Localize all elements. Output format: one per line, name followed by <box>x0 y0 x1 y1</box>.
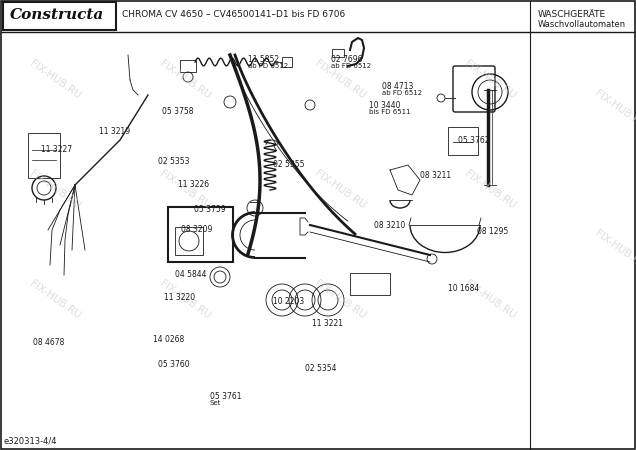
Text: 02 5353: 02 5353 <box>158 158 190 166</box>
Bar <box>350 273 390 295</box>
Text: FIX-HUB.RU: FIX-HUB.RU <box>463 59 517 101</box>
Text: FIX-HUB.RU: FIX-HUB.RU <box>28 59 82 101</box>
Text: FIX-HUB.RU: FIX-HUB.RU <box>313 279 367 321</box>
Text: 11 5852: 11 5852 <box>248 55 279 64</box>
FancyArrowPatch shape <box>273 144 276 151</box>
Text: FIX-HUB.RU: FIX-HUB.RU <box>463 169 517 211</box>
Text: FIX-HUB.RU: FIX-HUB.RU <box>28 279 82 321</box>
Text: 08 3211: 08 3211 <box>420 171 451 180</box>
Text: ab FD 6512: ab FD 6512 <box>331 63 371 69</box>
Bar <box>28 133 60 178</box>
Bar <box>168 207 233 262</box>
Bar <box>175 227 203 255</box>
Text: 11 3221: 11 3221 <box>312 319 343 328</box>
Text: FIX-HUB.RU: FIX-HUB.RU <box>463 279 517 321</box>
Text: FIX-HUB.RU: FIX-HUB.RU <box>593 229 636 271</box>
Text: FIX-HUB.RU: FIX-HUB.RU <box>28 169 82 211</box>
Text: CHROMA CV 4650 – CV46500141–D1 bis FD 6706: CHROMA CV 4650 – CV46500141–D1 bis FD 67… <box>122 10 345 19</box>
Text: 10 1684: 10 1684 <box>448 284 480 293</box>
Text: Waschvollautomaten: Waschvollautomaten <box>538 20 626 29</box>
Text: FIX-HUB.RU: FIX-HUB.RU <box>313 169 367 211</box>
Text: 08 3210: 08 3210 <box>374 220 405 230</box>
Text: FIX-HUB.RU: FIX-HUB.RU <box>158 279 212 321</box>
Text: 10 3440: 10 3440 <box>369 101 401 110</box>
Text: WASCHGERÄTE: WASCHGERÄTE <box>538 10 606 19</box>
Text: Set: Set <box>210 400 221 406</box>
Text: FIX-HUB.RU: FIX-HUB.RU <box>158 59 212 101</box>
Text: 11 3219: 11 3219 <box>99 127 130 136</box>
Text: e320313-4/4: e320313-4/4 <box>4 437 57 446</box>
Text: 02 5354: 02 5354 <box>305 364 337 373</box>
Text: 08 4678: 08 4678 <box>33 338 64 347</box>
Text: 02 7696: 02 7696 <box>331 55 363 64</box>
Text: 04 5844: 04 5844 <box>175 270 207 279</box>
Text: 14 0268: 14 0268 <box>153 335 184 344</box>
Text: 05 3760: 05 3760 <box>158 360 190 369</box>
Text: FIX-HUB.RU: FIX-HUB.RU <box>158 169 212 211</box>
Text: ab FD 6512: ab FD 6512 <box>382 90 422 96</box>
Text: 05 3762: 05 3762 <box>458 136 490 145</box>
Text: 02 5355: 02 5355 <box>273 160 305 169</box>
Text: 11 3226: 11 3226 <box>178 180 209 189</box>
Text: 05 3759: 05 3759 <box>194 205 226 214</box>
Text: 05 3761: 05 3761 <box>210 392 242 401</box>
Text: 05 3758: 05 3758 <box>162 107 194 116</box>
Text: 11 3227: 11 3227 <box>41 145 73 154</box>
Text: 11 3220: 11 3220 <box>164 293 195 302</box>
Text: 08 3209: 08 3209 <box>181 225 212 234</box>
Text: ab FD 6512: ab FD 6512 <box>248 63 288 69</box>
Bar <box>448 127 478 155</box>
Bar <box>180 60 196 72</box>
Bar <box>3 2 116 30</box>
Text: 10 2203: 10 2203 <box>273 297 305 306</box>
Bar <box>332 49 344 57</box>
Bar <box>282 57 292 67</box>
Text: 08 4713: 08 4713 <box>382 82 413 91</box>
Text: Constructa: Constructa <box>10 8 104 22</box>
Text: FIX-HUB.RU: FIX-HUB.RU <box>313 59 367 101</box>
Text: bis FD 6511: bis FD 6511 <box>369 109 410 115</box>
Text: 08 1295: 08 1295 <box>477 227 508 236</box>
Text: FIX-HUB.RU: FIX-HUB.RU <box>593 89 636 131</box>
